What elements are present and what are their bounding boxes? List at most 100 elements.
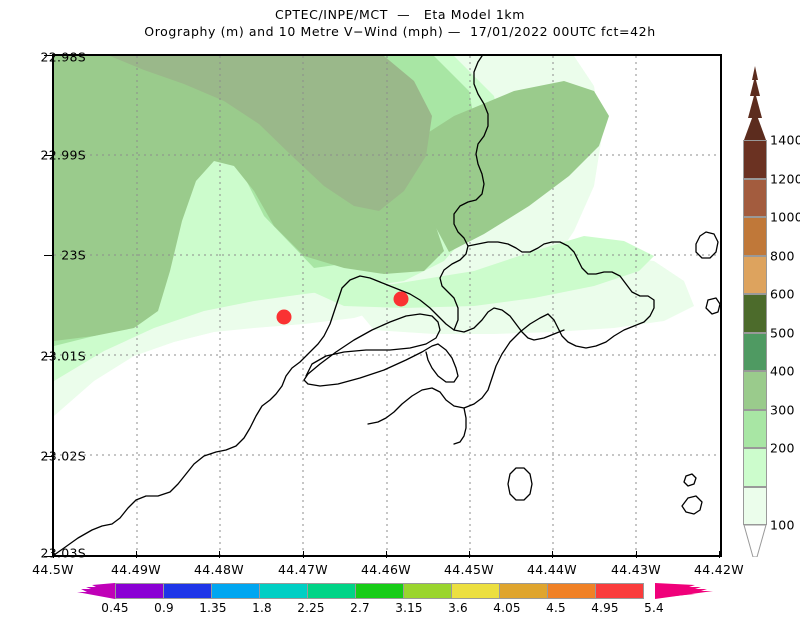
- orography-swatch-1400[interactable]: [743, 140, 767, 179]
- wind-swatch-4_50[interactable]: [547, 583, 596, 599]
- coastline-island-se-3: [681, 495, 703, 515]
- orography-contour-fills: [54, 56, 694, 416]
- wind-label-3: 1.8: [252, 601, 272, 615]
- wind-swatch-1_80[interactable]: [259, 583, 308, 599]
- coastline-island-se-4: [705, 297, 720, 315]
- wind-colorbar-extend-low: [77, 583, 115, 599]
- y-axis-label-4: 23.02S: [40, 448, 86, 464]
- coastline-south-tip: [453, 407, 467, 445]
- orography-label-800: 800: [770, 248, 795, 263]
- map-plot-area[interactable]: [52, 54, 722, 557]
- orography-swatch-500[interactable]: [743, 332, 767, 371]
- orography-swatch-1000[interactable]: [743, 217, 767, 256]
- orography-swatch-400[interactable]: [743, 371, 767, 410]
- coastline-north-inlet: [439, 56, 489, 331]
- wind-label-11: 5.4: [644, 601, 664, 615]
- orography-map-canvas: [54, 56, 720, 555]
- orography-label-300: 300: [770, 402, 795, 417]
- x-axis-label-6: 44.44W: [527, 562, 577, 577]
- orography-colorbar-extend-low: [743, 525, 767, 557]
- wind-swatch-1_35[interactable]: [211, 583, 260, 599]
- orography-label-200: 200: [770, 440, 795, 456]
- orography-swatch-600[interactable]: [743, 294, 767, 333]
- orography-label-400: 400: [770, 363, 795, 379]
- orography-label-1400: 1400: [770, 132, 800, 148]
- map-gridlines: [54, 56, 720, 555]
- x-axis-label-2: 44.48W: [194, 562, 244, 577]
- station-markers[interactable]: [276, 291, 409, 325]
- orography-label-1000: 1000: [770, 209, 800, 225]
- y-axis-label-3: 23.01S: [40, 348, 86, 364]
- orography-swatch-800[interactable]: [743, 255, 767, 294]
- wind-colorbar-extend-high: [655, 583, 713, 599]
- wind-swatch-2_25[interactable]: [307, 583, 356, 599]
- x-tick-1: [136, 551, 137, 558]
- wind-swatch-0_45[interactable]: [115, 583, 164, 599]
- wind-label-7: 3.6: [448, 601, 468, 615]
- wind-swatch-2_70[interactable]: [355, 583, 404, 599]
- y-axis-label-5: 23.03S: [40, 545, 86, 561]
- coastline-island-se-2: [683, 473, 697, 487]
- wind-swatch-4_95[interactable]: [595, 583, 644, 599]
- wind-label-10: 4.95: [591, 601, 619, 615]
- x-tick-7: [636, 551, 637, 558]
- x-tick-5: [469, 551, 470, 558]
- x-axis-label-0: 44.5W: [32, 562, 74, 577]
- chart-title-line-2: Orography (m) and 10 Metre V−Wind (mph) …: [144, 24, 656, 39]
- y-axis-label-2: 23S: [61, 247, 86, 263]
- x-axis-label-1: 44.49W: [111, 562, 161, 577]
- coastline-island-se-1: [507, 467, 533, 501]
- x-axis-label-5: 44.45W: [444, 562, 494, 577]
- coastline-island-ne: [695, 231, 719, 259]
- x-tick-3: [303, 551, 304, 558]
- wind-swatch-3_15[interactable]: [403, 583, 452, 599]
- y-tick-4: [44, 456, 53, 457]
- orography-swatch-200[interactable]: [743, 448, 767, 487]
- orography-label-1200: 1200: [770, 171, 800, 186]
- wind-label-6: 3.15: [395, 601, 423, 615]
- x-tick-2: [219, 551, 220, 558]
- wind-label-5: 2.7: [350, 601, 370, 615]
- wind-label-1: 0.9: [154, 601, 174, 615]
- orography-label-100: 100: [770, 517, 795, 533]
- wind-label-2: 1.35: [199, 601, 227, 615]
- x-axis-label-3: 44.47W: [278, 562, 328, 577]
- station-marker-west[interactable]: [276, 309, 292, 325]
- x-axis-label-8: 44.42W: [694, 562, 744, 577]
- contour-band-500: [110, 56, 432, 211]
- coastline-east-shore: [467, 241, 655, 349]
- coastline-mainland-west: [54, 275, 401, 555]
- wind-label-0: 0.45: [101, 601, 129, 615]
- wind-colorbar[interactable]: [115, 583, 644, 599]
- coastline-peninsula-bar: [303, 313, 441, 387]
- wind-swatch-3_60[interactable]: [451, 583, 500, 599]
- coastline-paths: [54, 56, 720, 555]
- wind-label-9: 4.5: [546, 601, 566, 615]
- coastline-peninsula-bar-2: [425, 343, 459, 383]
- chart-title-block: CPTEC/INPE/MCT — Eta Model 1km Orography…: [0, 6, 800, 40]
- orography-colorbar-extend-high: [744, 66, 766, 140]
- chart-title-line-1: CPTEC/INPE/MCT — Eta Model 1km: [274, 7, 526, 22]
- wind-label-4: 2.25: [297, 601, 325, 615]
- orography-swatch-100[interactable]: [743, 486, 767, 525]
- contour-band-200-band: [304, 236, 654, 308]
- orography-swatch-1200[interactable]: [743, 178, 767, 217]
- orography-label-500: 500: [770, 325, 795, 340]
- station-marker-east[interactable]: [393, 291, 409, 307]
- x-axis-label-4: 44.46W: [361, 562, 411, 577]
- y-axis-label-0: 22.98S: [40, 49, 86, 65]
- orography-swatch-300[interactable]: [743, 409, 767, 448]
- y-tick-5: [44, 556, 53, 557]
- orography-label-600: 600: [770, 286, 795, 302]
- x-tick-8: [719, 551, 720, 558]
- x-tick-0: [53, 551, 54, 558]
- y-tick-2: [44, 255, 53, 256]
- y-axis-label-1: 22.99S: [40, 147, 86, 163]
- y-tick-3: [44, 356, 53, 357]
- wind-swatch-0_90[interactable]: [163, 583, 212, 599]
- wind-swatch-4_05[interactable]: [499, 583, 548, 599]
- orography-colorbar[interactable]: [743, 140, 767, 525]
- wind-label-8: 4.05: [493, 601, 521, 615]
- x-tick-4: [386, 551, 387, 558]
- x-axis-label-7: 44.43W: [611, 562, 661, 577]
